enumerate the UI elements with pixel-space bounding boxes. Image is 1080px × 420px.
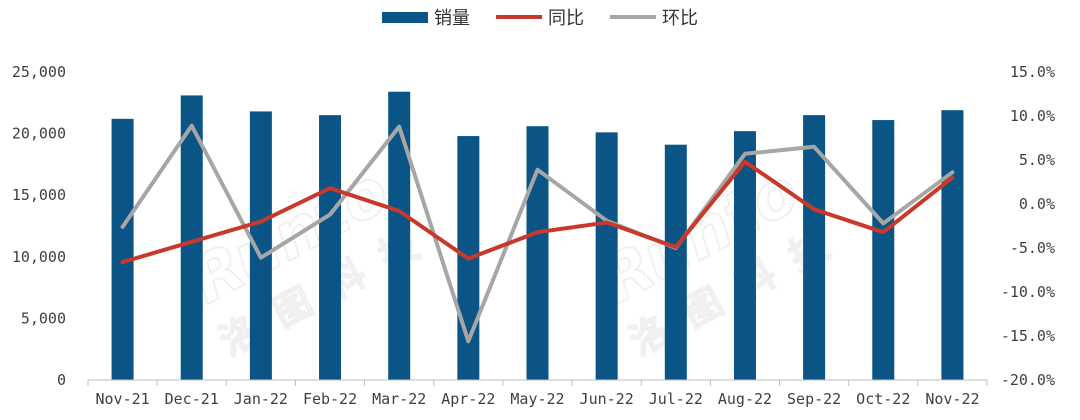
legend-swatch-yoy: [496, 15, 542, 19]
legend-item-sales: 销量: [382, 4, 470, 30]
x-tick-label: Aug-22: [718, 390, 772, 408]
legend-label-yoy: 同比: [548, 8, 584, 29]
chart-legend: 销量 同比 环比: [0, 4, 1080, 30]
bar-sales-Nov-21: [111, 118, 134, 380]
y-right-tick-label: 0.0%: [1019, 195, 1055, 213]
legend-label-sales: 销量: [434, 8, 470, 29]
axes: Nov-21 Dec-21 Jan-22 Feb-22 Mar-22 Apr-22 May-…: [12, 63, 1055, 408]
x-tick-label: Sep-22: [787, 390, 841, 408]
y-right-tick-label: 10.0%: [1010, 107, 1055, 125]
x-tick-label: Nov-22: [925, 390, 979, 408]
x-tick-label: Jan-22: [234, 390, 288, 408]
legend-item-yoy: 同比: [496, 4, 584, 30]
y-right-tick-label: 15.0%: [1010, 63, 1055, 81]
y-left-tick-label: 5,000: [21, 309, 66, 327]
bar-sales-Aug-22: [733, 131, 756, 380]
y-right-tick-label: -10.0%: [1001, 283, 1055, 301]
x-tick-label: Oct-22: [856, 390, 910, 408]
x-tick-label: Jun-22: [580, 390, 634, 408]
bar-sales-Dec-21: [180, 95, 203, 381]
bar-sales-Jan-22: [249, 111, 272, 380]
y-left-tick-label: 15,000: [12, 186, 66, 204]
y-right-tick-label: -20.0%: [1001, 371, 1055, 389]
bar-sales-Mar-22: [388, 91, 411, 380]
legend-label-mom: 环比: [662, 8, 698, 29]
x-tick-label: Jul-22: [649, 390, 703, 408]
bar-sales-Oct-22: [872, 120, 895, 380]
x-tick-label: Dec-21: [165, 390, 219, 408]
line-series: [120, 123, 955, 344]
legend-swatch-mom: [610, 15, 656, 19]
bar-sales-Feb-22: [319, 115, 342, 381]
legend-item-mom: 环比: [610, 4, 698, 30]
bar-sales-Jul-22: [664, 144, 687, 380]
x-tick-label: Apr-22: [441, 390, 495, 408]
x-tick-label: Mar-22: [372, 390, 426, 408]
y-left-tick-label: 10,000: [12, 248, 66, 266]
bar-sales-Jun-22: [595, 132, 618, 380]
x-tick-label: Feb-22: [303, 390, 357, 408]
y-right-tick-label: -5.0%: [1010, 239, 1055, 257]
y-left-tick-label: 0: [57, 371, 66, 389]
x-tick-label: Nov-21: [95, 390, 149, 408]
bar-sales-May-22: [526, 126, 549, 380]
bar-sales-Sep-22: [803, 115, 826, 381]
line-series-yoy: [120, 159, 955, 265]
x-tick-label: May-22: [510, 390, 564, 408]
y-left-tick-label: 25,000: [12, 63, 66, 81]
y-right-tick-label: -15.0%: [1001, 327, 1055, 345]
y-left-tick-label: 20,000: [12, 125, 66, 143]
line-series-mom: [120, 123, 955, 344]
bar-sales-Nov-22: [941, 110, 964, 380]
legend-swatch-sales: [382, 11, 428, 23]
y-right-tick-label: 5.0%: [1019, 151, 1055, 169]
